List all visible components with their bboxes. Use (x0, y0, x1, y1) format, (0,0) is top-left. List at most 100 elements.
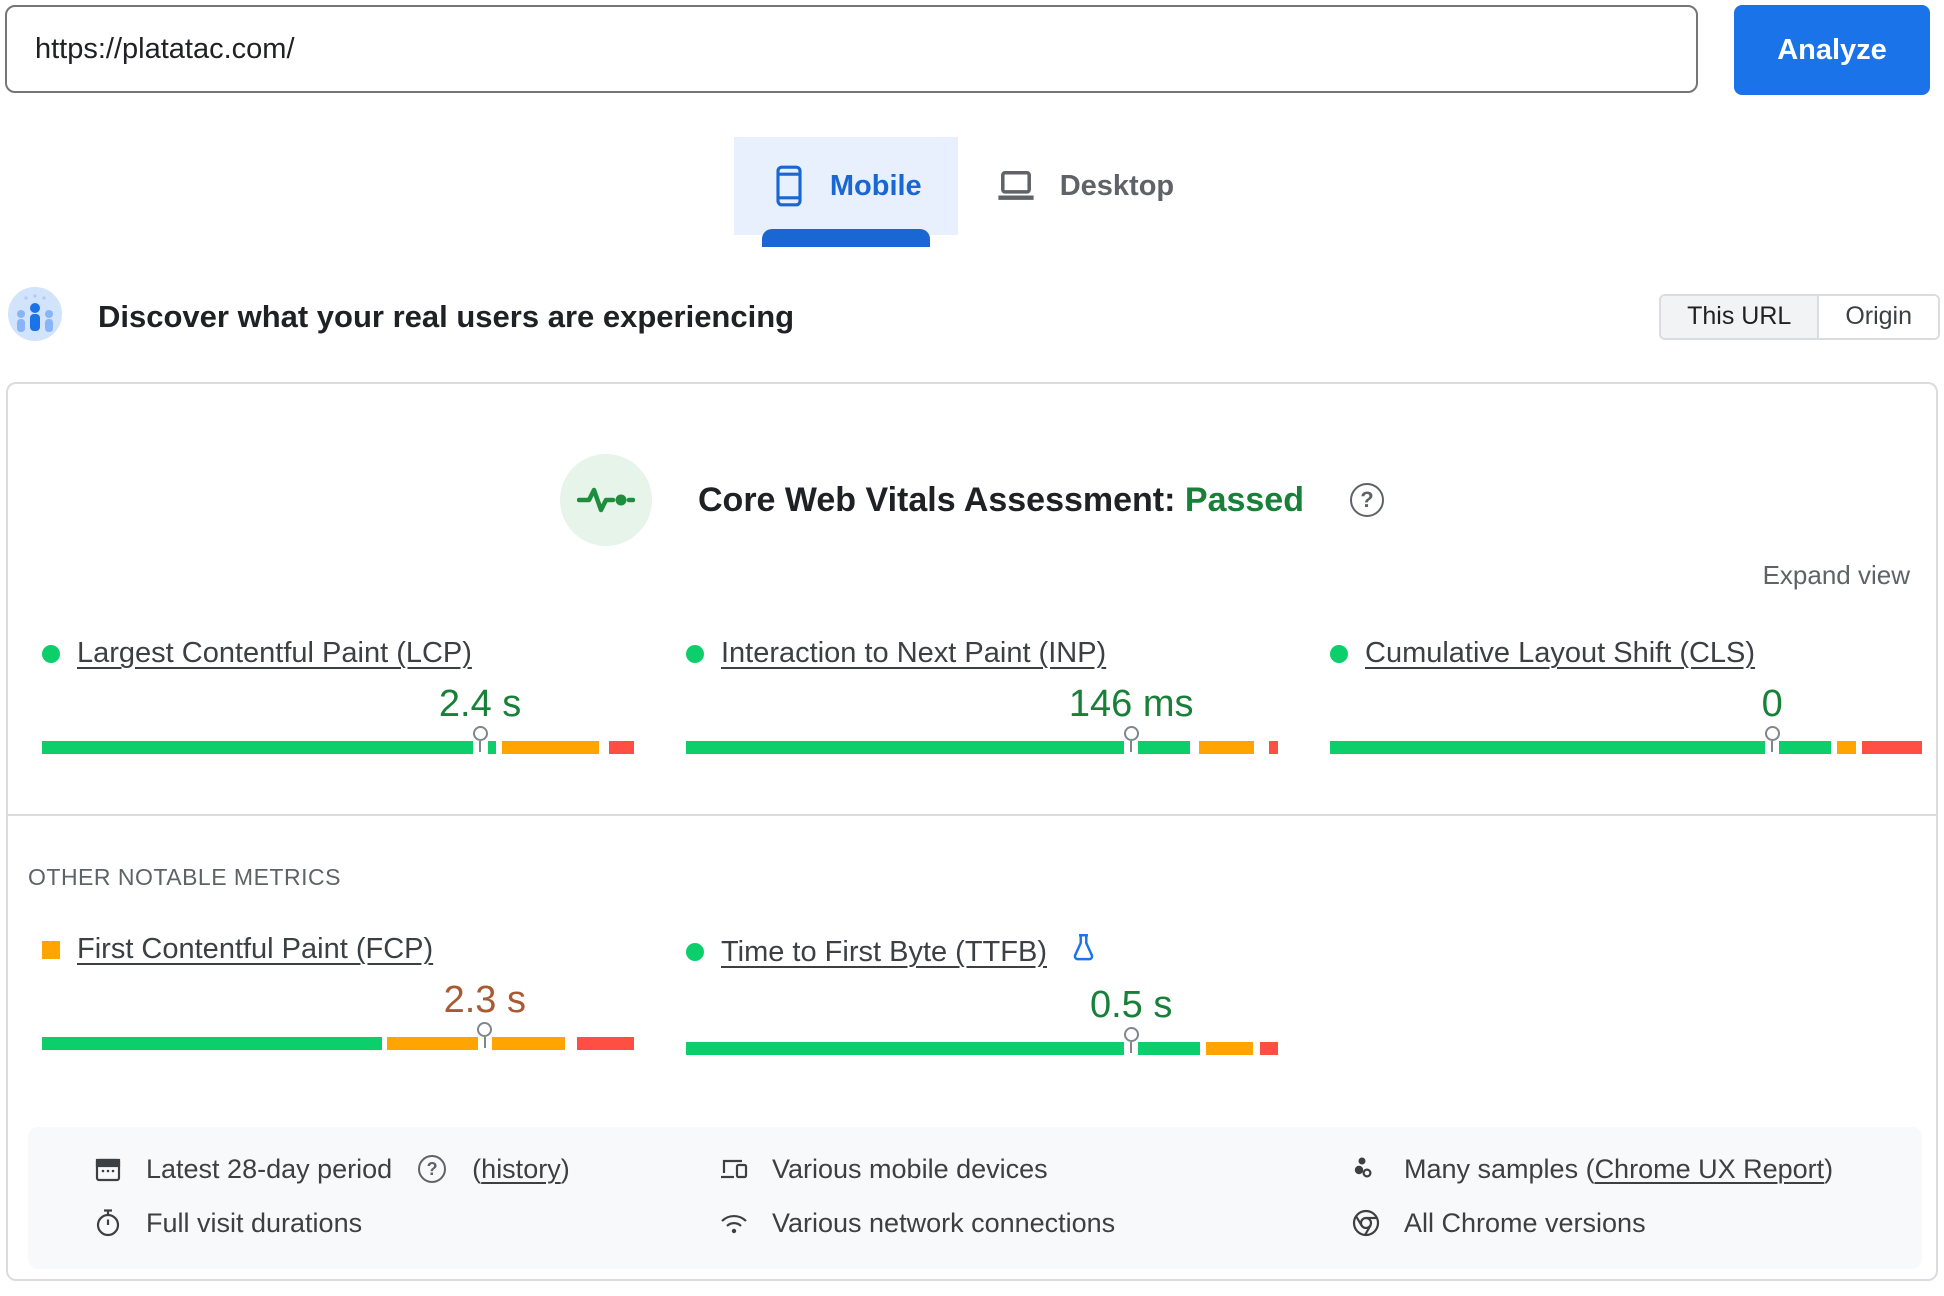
bar-segment (609, 741, 634, 754)
experimental-flask-icon[interactable] (1070, 933, 1097, 971)
period-help-icon[interactable]: ? (418, 1155, 447, 1183)
samples-item: Many samples (Chrome UX Report) (1350, 1153, 1902, 1185)
device-tabs: Mobile Desktop (0, 137, 1944, 247)
bar-segment (487, 741, 497, 754)
green-dot-indicator (686, 943, 704, 961)
distribution-bar-cls (1330, 741, 1922, 754)
metric-link-fcp[interactable]: First Contentful Paint (FCP) (77, 933, 434, 965)
field-data-title: Discover what your real users are experi… (98, 298, 795, 334)
distribution-bar-inp (686, 741, 1278, 754)
samples-label: Many samples ( (1404, 1153, 1595, 1184)
metric-ttfb: Time to First Byte (TTFB) 0.5 s (686, 933, 1278, 1055)
section-divider (8, 814, 1936, 816)
metric-cls: Cumulative Layout Shift (CLS) 0 (1330, 637, 1922, 754)
bar-segment (1779, 741, 1832, 754)
metric-link-ttfb[interactable]: Time to First Byte (TTFB) (721, 935, 1047, 968)
bar-segment (686, 741, 1125, 754)
metric-value-cls: 0 (1761, 683, 1783, 725)
metric-value-lcp: 2.4 s (438, 683, 522, 725)
scope-toggle: This URL Origin (1659, 293, 1940, 340)
bar-segment (1861, 741, 1922, 754)
assessment-label: Core Web Vitals Assessment: (698, 480, 1176, 519)
metric-fcp: First Contentful Paint (FCP) 2.3 s (42, 933, 634, 1055)
metric-value-inp: 146 ms (1068, 683, 1194, 725)
other-metrics-row: First Contentful Paint (FCP) 2.3 s Time to… (8, 933, 1936, 1055)
devices-label: Various mobile devices (772, 1153, 1048, 1184)
bar-segment (1206, 1042, 1254, 1055)
field-data-header: Discover what your real users are experi… (0, 287, 1944, 346)
distribution-bar-lcp (42, 741, 634, 754)
expand-view-button[interactable]: Expand view (1762, 560, 1910, 590)
assessment-help-icon[interactable]: ? (1350, 483, 1384, 517)
chrome-versions-item: All Chrome versions (1350, 1207, 1902, 1239)
paren: ( (472, 1153, 482, 1184)
bar-segment (387, 1037, 478, 1050)
bar-segment (1260, 1042, 1278, 1055)
samples-link-wrap: Many samples (Chrome UX Report) (1404, 1154, 1833, 1185)
chrome-versions-label: All Chrome versions (1404, 1207, 1646, 1238)
network-item: Various network connections (718, 1207, 1350, 1239)
analyze-button[interactable]: Analyze (1734, 5, 1930, 95)
green-dot-indicator (686, 644, 704, 663)
history-link[interactable]: history (481, 1153, 561, 1184)
stopwatch-icon (92, 1207, 124, 1239)
assessment-header: Core Web Vitals Assessment: Passed ? (8, 454, 1936, 546)
core-web-vitals-card: Core Web Vitals Assessment: Passed ? Exp… (6, 382, 1938, 1281)
bar-segment (1198, 741, 1254, 754)
heartbeat-pulse-icon (560, 454, 652, 546)
network-label: Various network connections (772, 1207, 1116, 1238)
tab-desktop-label: Desktop (1059, 169, 1175, 202)
devices-icon (718, 1153, 750, 1185)
p75-marker-pin (1123, 726, 1139, 754)
assessment-result: Passed (1184, 480, 1304, 519)
toggle-this-url[interactable]: This URL (1661, 295, 1820, 338)
bar-segment (1330, 741, 1766, 754)
devices-item: Various mobile devices (718, 1153, 1350, 1185)
tab-desktop[interactable]: Desktop (958, 137, 1210, 235)
green-dot-indicator (1330, 644, 1348, 663)
empty-metric-slot (1330, 933, 1922, 1055)
wifi-icon (718, 1207, 750, 1239)
bar-segment (501, 741, 600, 754)
metric-lcp: Largest Contentful Paint (LCP) 2.4 s (42, 637, 634, 754)
metric-link-inp[interactable]: Interaction to Next Paint (INP) (721, 637, 1107, 669)
assessment-title: Core Web Vitals Assessment: Passed (698, 481, 1304, 520)
period-label: Latest 28-day period (146, 1153, 393, 1184)
bar-segment (42, 1037, 383, 1050)
green-dot-indicator (42, 644, 60, 663)
url-input[interactable] (5, 5, 1698, 93)
collection-period-item: Latest 28-day period ? (history) (92, 1153, 718, 1185)
history-link-wrap: (history) (472, 1154, 570, 1185)
bar-segment (576, 1037, 634, 1050)
tab-mobile-label: Mobile (829, 169, 922, 202)
p75-marker-pin (1764, 726, 1780, 754)
bar-segment (1836, 741, 1856, 754)
crux-report-link[interactable]: Chrome UX Report (1594, 1153, 1825, 1184)
p75-marker-pin (472, 726, 488, 754)
calendar-icon (92, 1153, 124, 1185)
metric-link-lcp[interactable]: Largest Contentful Paint (LCP) (77, 637, 472, 669)
bar-segment (1138, 741, 1191, 754)
durations-label: Full visit durations (146, 1207, 363, 1238)
samples-dots-icon (1350, 1153, 1382, 1185)
metric-value-ttfb: 0.5 s (1089, 984, 1173, 1026)
metric-inp: Interaction to Next Paint (INP) 146 ms (686, 637, 1278, 754)
bar-segment (1138, 1042, 1200, 1055)
top-bar: Analyze (0, 0, 1944, 95)
crux-users-icon (8, 287, 62, 346)
metric-value-fcp: 2.3 s (443, 979, 527, 1021)
chrome-logo-icon (1350, 1207, 1382, 1239)
data-source-footer: Latest 28-day period ? (history) Full vi… (28, 1127, 1922, 1269)
bar-segment (686, 1042, 1125, 1055)
distribution-bar-fcp (42, 1037, 634, 1050)
paren: ) (560, 1153, 570, 1184)
desktop-laptop-icon (994, 166, 1038, 206)
toggle-origin[interactable]: Origin (1819, 295, 1938, 338)
distribution-bar-ttfb (686, 1042, 1278, 1055)
tab-mobile[interactable]: Mobile (733, 137, 958, 247)
visit-durations-item: Full visit durations (92, 1207, 718, 1239)
metric-link-cls[interactable]: Cumulative Layout Shift (CLS) (1365, 637, 1756, 669)
orange-square-indicator (42, 940, 60, 959)
other-metrics-heading: OTHER NOTABLE METRICS (28, 864, 341, 890)
bar-segment (1269, 741, 1278, 754)
